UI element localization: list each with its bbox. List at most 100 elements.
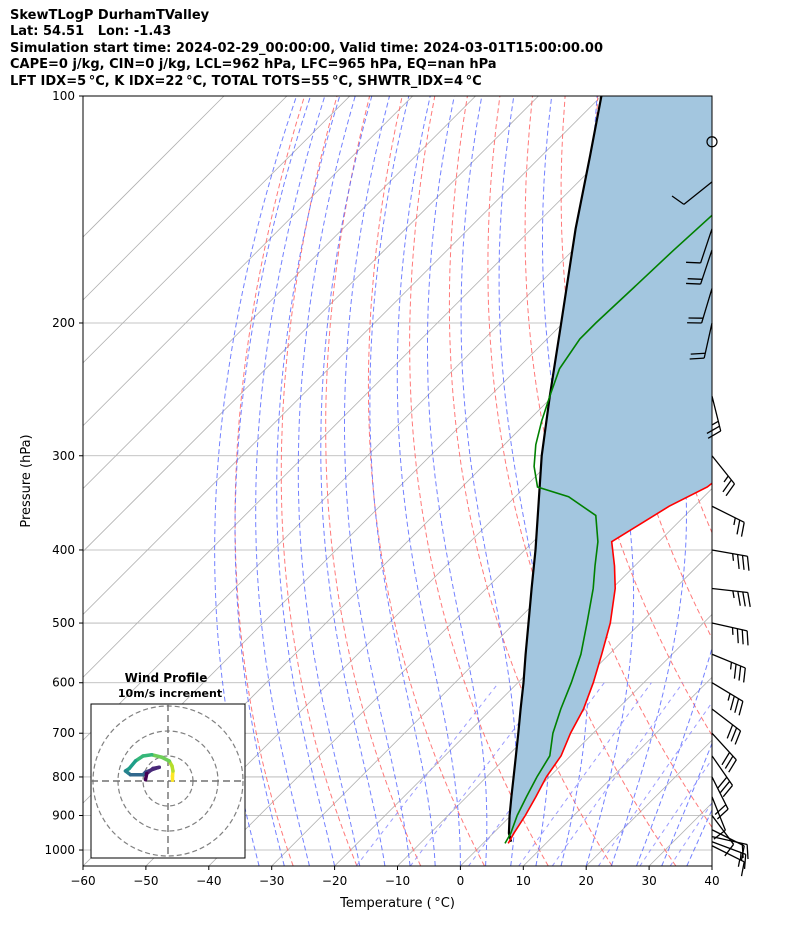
wind-barb-staff	[711, 395, 722, 432]
wind-barbs	[671, 136, 751, 877]
wind-barb-flag	[687, 278, 703, 280]
x-tick-label: 20	[579, 874, 594, 888]
wind-barb-staff	[711, 836, 748, 846]
wind-barb-flag	[741, 555, 745, 570]
dry-adiabat-line	[325, 96, 422, 866]
wind-barb	[711, 815, 735, 857]
wind-barb-staff	[711, 682, 744, 702]
wind-barb	[686, 228, 713, 264]
wind-barb-flag	[722, 785, 733, 798]
moist-adiabat-line	[610, 96, 688, 866]
wind-barb-staff	[711, 455, 735, 485]
wind-barb-flag	[736, 628, 739, 644]
wind-barb-flag	[706, 425, 720, 434]
chart-header: SkewTLogP DurhamTValley Lat: 54.51 Lon: …	[10, 8, 790, 90]
isotherm-line	[145, 299, 712, 866]
moist-adiabat-line	[427, 96, 488, 866]
wind-barb-flag	[730, 727, 738, 742]
mixing-ratio-line	[597, 701, 712, 866]
wind-barb-calm	[706, 136, 718, 148]
cin-cape-fill	[508, 96, 712, 842]
wind-barb-staff	[711, 708, 741, 732]
wind-barb-flag	[719, 780, 731, 793]
wind-barb-staff	[701, 288, 713, 324]
isotherm-line	[83, 96, 225, 238]
wind-barb	[711, 587, 751, 607]
x-tick-label: −10	[385, 874, 410, 888]
x-tick-label: −60	[70, 874, 95, 888]
wind-barb-flag	[726, 724, 734, 739]
dry-adiabat-line	[280, 96, 358, 866]
wind-barb-half-flag	[739, 852, 742, 860]
wind-barb	[711, 755, 734, 798]
wind-barb-flag	[740, 522, 745, 537]
y-tick-label: 400	[52, 543, 75, 557]
wind-barb	[671, 181, 713, 205]
chart-title: SkewTLogP DurhamTValley	[10, 8, 210, 23]
x-tick-label: 0	[457, 874, 465, 888]
wind-barb-flag	[742, 591, 746, 607]
index-line: LFT IDX=5 °C, K IDX=22 °C, TOTAL TOTS=55…	[10, 73, 482, 89]
moist-adiabat-line	[214, 96, 297, 866]
wind-barb-flag	[721, 752, 731, 766]
x-tick-label: 10	[516, 874, 531, 888]
wind-barb-staff	[711, 815, 735, 845]
wind-barb	[687, 288, 713, 324]
wind-barb-flag	[736, 554, 740, 570]
moist-adiabat-line	[396, 96, 461, 866]
isotherm-line	[83, 96, 351, 364]
wind-barb-flag	[733, 664, 737, 679]
moist-adiabat-line	[661, 742, 712, 866]
wind-barb-staff	[711, 755, 734, 786]
mixing-ratio-line	[551, 682, 684, 866]
stability-line: CAPE=0 j/kg, CIN=0 j/kg, LCL=962 hPa, LF…	[10, 57, 497, 73]
location-line: Lat: 54.51 Lon: -1.43	[10, 24, 172, 40]
wind-barb-flag	[724, 843, 735, 857]
wind-barb-flag	[738, 665, 742, 681]
wind-barb-flag	[716, 808, 729, 820]
y-axis-label: Pressure (hPa)	[19, 434, 34, 527]
wind-barb-flag	[738, 701, 744, 716]
y-tick-label: 800	[52, 770, 75, 784]
wind-barb	[711, 776, 729, 820]
moist-adiabat-line	[369, 96, 436, 866]
moist-adiabat-line	[344, 96, 411, 866]
moist-adiabat-line	[636, 646, 712, 866]
cin-cape-area	[508, 96, 712, 842]
dry-adiabat-line	[367, 96, 485, 866]
wind-barb	[686, 249, 713, 285]
wind-barb-flag	[743, 667, 746, 683]
y-tick-label: 1000	[44, 843, 75, 857]
wind-barb-staff	[699, 249, 713, 285]
time-line: Simulation start time: 2024-02-29_00:00:…	[10, 40, 603, 56]
wind-barb	[711, 796, 726, 840]
moist-adiabat-line	[320, 96, 386, 866]
x-tick-label: −30	[259, 874, 284, 888]
wind-barb-staff	[711, 622, 748, 632]
wind-barb	[711, 845, 745, 877]
isotherm-line	[83, 96, 288, 301]
wind-barb	[711, 653, 746, 683]
wind-barb-staff	[711, 587, 748, 594]
wind-barb-flag	[671, 195, 685, 205]
wind-barb-flag	[746, 630, 749, 646]
wind-barb-staff	[703, 322, 713, 359]
wind-barb-flag	[728, 759, 737, 773]
wind-barb-half-flag	[729, 662, 733, 670]
wind-barb-flag	[724, 755, 734, 769]
wind-barb	[711, 549, 750, 571]
isotherm-line	[83, 96, 413, 427]
wind-barb-flag	[690, 352, 706, 355]
wind-barb-flag	[717, 776, 728, 789]
wind-barb-staff	[711, 776, 729, 810]
wind-barb-flag	[747, 592, 751, 607]
wind-barb-half-flag	[733, 517, 736, 526]
hodograph-segment	[143, 771, 149, 782]
wind-barb-flag	[722, 479, 732, 493]
wind-barb-flag	[740, 845, 745, 861]
y-tick-label: 600	[52, 676, 75, 690]
isotherm-line	[83, 96, 602, 615]
wind-barb-flag	[714, 804, 727, 815]
wind-barb-staff	[711, 841, 746, 855]
